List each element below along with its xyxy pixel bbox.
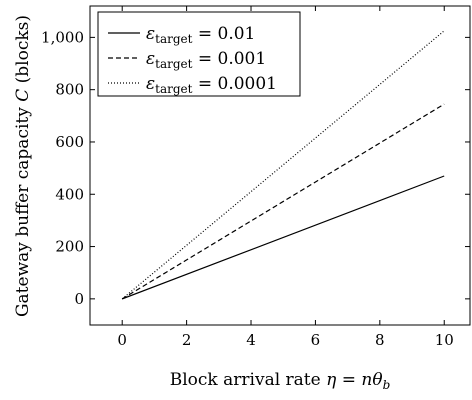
- legend-1-value: = 0.01: [192, 24, 255, 44]
- x-label-eq: =: [336, 370, 361, 390]
- legend-3-subscript: target: [155, 82, 192, 96]
- x-tick-label: 4: [246, 331, 256, 349]
- y-label-suffix: (blocks): [13, 15, 33, 89]
- x-tick-label: 2: [182, 331, 192, 349]
- series-line-dashed: [121, 103, 445, 300]
- x-label-sub: b: [383, 378, 391, 392]
- legend-label-1: εtarget = 0.01: [146, 24, 255, 46]
- series-layer: [121, 30, 445, 300]
- legend-box: [97, 11, 301, 97]
- x-tick-label: 6: [311, 331, 321, 349]
- series-line-solid: [121, 175, 445, 300]
- x-label-n: n: [361, 370, 372, 390]
- y-axis-label: Gateway buffer capacity C (blocks): [13, 15, 33, 317]
- legend-3-symbol: ε: [146, 74, 155, 94]
- y-tick-label: 0: [74, 290, 84, 308]
- y-label-prefix: Gateway buffer capacity: [13, 102, 33, 317]
- x-label-eta: η: [326, 370, 337, 390]
- x-label-prefix: Block arrival rate: [170, 370, 326, 390]
- y-tick-label: 400: [55, 185, 84, 203]
- x-axis-label: Block arrival rate η = nθb: [170, 370, 391, 392]
- y-tick-label: 1,000: [41, 28, 84, 46]
- x-tick-label: 8: [375, 331, 385, 349]
- ticks-layer: 0 2 4 6 8 10 0 200 400 600 800 1,000: [41, 6, 470, 349]
- legend-1-symbol: ε: [146, 24, 155, 44]
- legend-label-2: εtarget = 0.001: [146, 49, 266, 71]
- y-tick-label: 200: [55, 238, 84, 256]
- x-tick-label: 10: [435, 331, 454, 349]
- y-label-C: C: [13, 89, 33, 102]
- legend-2-subscript: target: [155, 57, 192, 71]
- legend-1-subscript: target: [155, 32, 192, 46]
- x-label-theta: θ: [372, 370, 382, 390]
- plot-frame: [89, 5, 471, 326]
- legend: εtarget = 0.01 εtarget = 0.001 εtarget =…: [97, 11, 301, 97]
- legend-label-3: εtarget = 0.0001: [146, 74, 277, 96]
- legend-2-symbol: ε: [146, 49, 155, 69]
- legend-2-value: = 0.001: [192, 49, 266, 69]
- legend-3-value: = 0.0001: [192, 74, 277, 94]
- y-tick-label: 800: [55, 81, 84, 99]
- x-tick-label: 0: [117, 331, 127, 349]
- series-line-dotted: [121, 30, 445, 300]
- y-tick-label: 600: [55, 133, 84, 151]
